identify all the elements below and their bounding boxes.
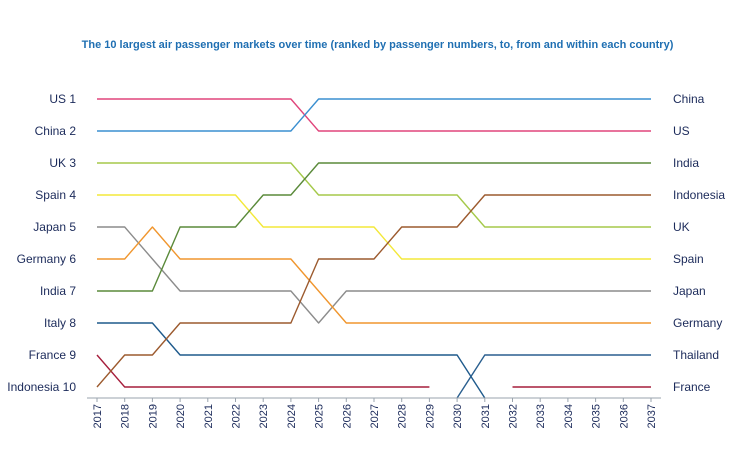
right-rank-label: US [673,124,690,138]
x-tick-label: 2026 [341,404,353,428]
series-line-italy [97,322,486,399]
x-tick-label: 2034 [563,404,575,428]
left-rank-label: France 9 [29,348,77,362]
left-rank-label: US 1 [49,92,76,106]
left-rank-label: China 2 [35,124,77,138]
right-rank-label: Thailand [673,348,719,362]
series-line-japan [97,226,651,324]
right-rank-label: Germany [673,316,722,330]
x-tick-label: 2024 [286,404,298,428]
right-rank-label: China [673,92,705,106]
x-tick-label: 2030 [452,404,464,428]
x-tick-label: 2017 [92,404,104,428]
series-line-germany [97,226,651,324]
x-tick-label: 2018 [120,404,132,428]
left-rank-label: India 7 [40,284,76,298]
x-tick-label: 2032 [508,404,520,428]
series-line-us [97,98,651,132]
x-tick-label: 2027 [369,404,381,428]
x-tick-label: 2037 [646,404,658,428]
x-tick-label: 2023 [258,404,270,428]
left-rank-label: Spain 4 [35,188,76,202]
x-tick-label: 2028 [397,404,409,428]
series-line-thailand [456,354,651,399]
left-rank-label: Italy 8 [44,316,76,330]
series-line-china [97,98,651,132]
right-rank-label: Spain [673,252,704,266]
chart-title: The 10 largest air passenger markets ove… [81,39,674,51]
x-tick-label: 2021 [203,404,215,428]
right-rank-label: France [673,380,711,394]
series-line-uk [97,162,651,228]
x-tick-label: 2029 [424,404,436,428]
left-rank-label: UK 3 [49,156,76,170]
x-tick-label: 2019 [147,404,159,428]
x-tick-label: 2035 [591,404,603,428]
series-line-india [97,162,651,292]
left-rank-label: Indonesia 10 [7,380,76,394]
right-rank-label: Indonesia [673,188,725,202]
x-tick-label: 2022 [231,404,243,428]
right-rank-label: UK [673,220,690,234]
x-tick-label: 2020 [175,404,187,428]
right-rank-label: India [673,156,699,170]
series-line-indonesia [96,194,651,388]
left-rank-label: Japan 5 [33,220,76,234]
series-line-spain [97,194,651,260]
x-tick-label: 2031 [480,404,492,428]
x-tick-label: 2033 [535,404,547,428]
left-rank-label: Germany 6 [17,252,77,266]
right-rank-label: Japan [673,284,706,298]
x-tick-label: 2036 [618,404,630,428]
series-line-france [96,354,430,388]
x-tick-label: 2025 [314,404,326,428]
